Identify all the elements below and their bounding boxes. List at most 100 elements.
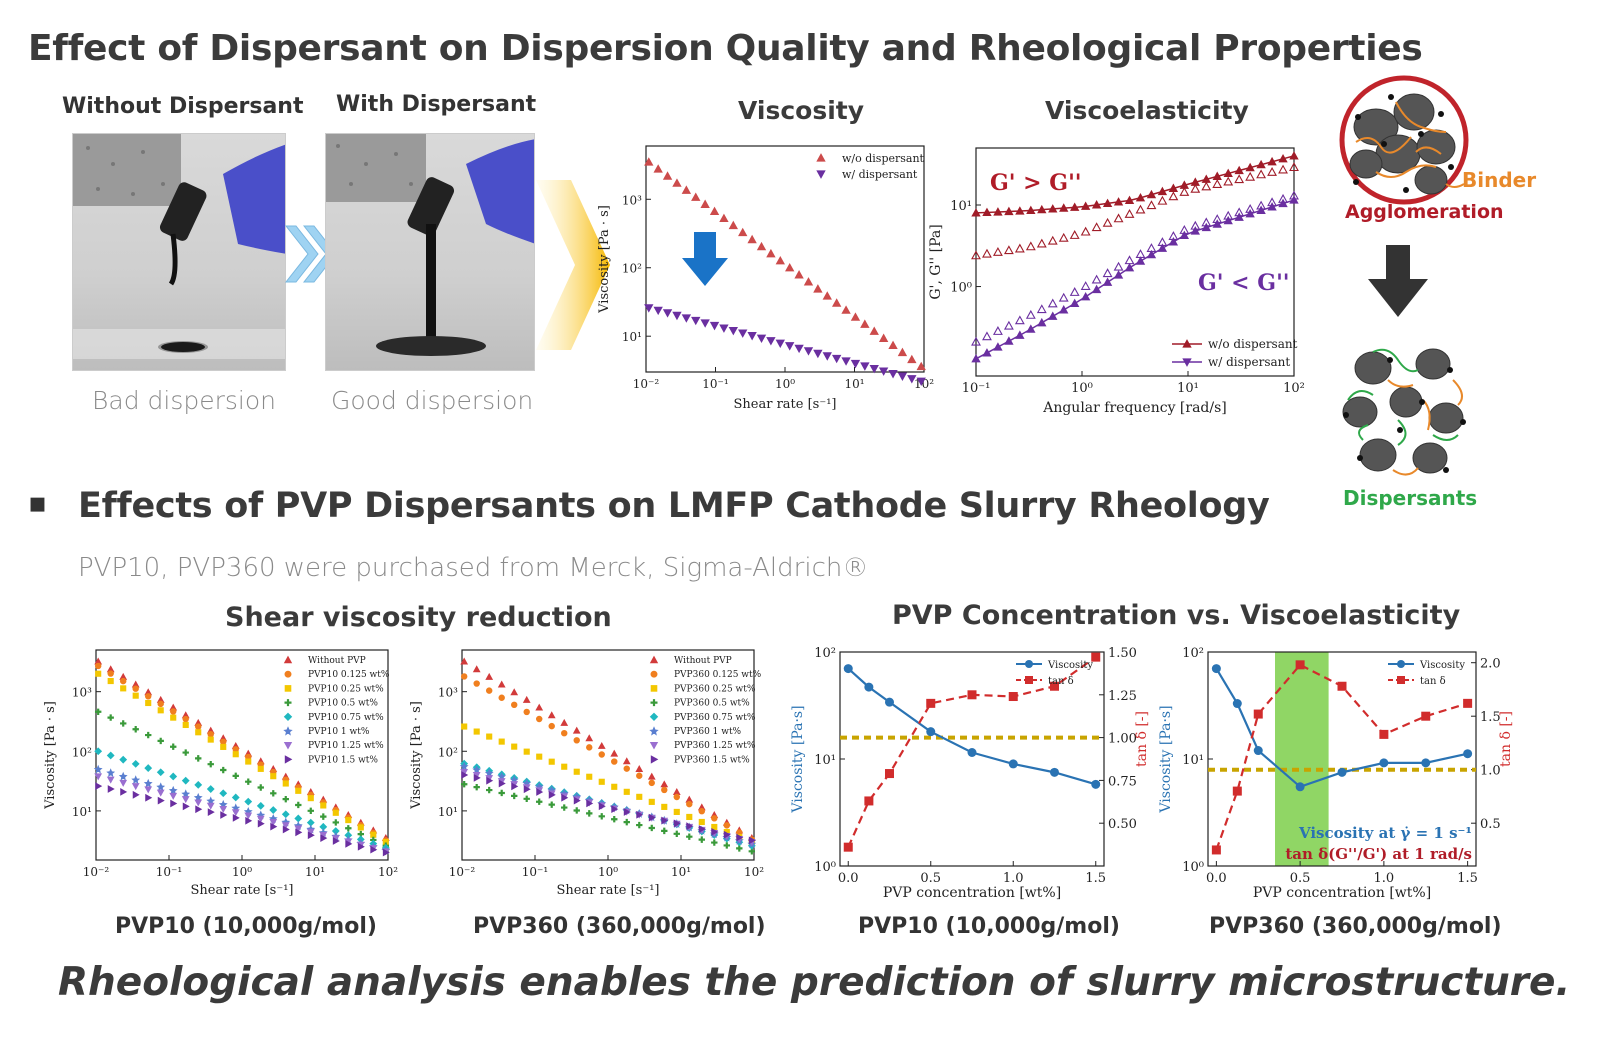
data-point (775, 255, 785, 265)
data-point (1080, 226, 1091, 236)
x-axis-label: PVP concentration [wt%] (883, 885, 1061, 901)
x-tick-label: 10² (1283, 381, 1305, 396)
pvp10-conc-caption: PVP10 (10,000g/mol) (858, 914, 1120, 939)
legend-label: PVP360 1.5 wt% (674, 755, 750, 765)
data-point (686, 833, 693, 840)
tandelta-point (1337, 681, 1347, 691)
data-point (888, 370, 898, 379)
data-point (294, 825, 303, 833)
tandelta-point (864, 796, 874, 806)
y-axis-label: Viscosity [Pa · s] (43, 701, 58, 810)
data-point (282, 825, 290, 834)
legend-marker (816, 170, 826, 179)
data-point (1267, 202, 1277, 211)
data-point (709, 321, 720, 331)
data-point (370, 845, 378, 854)
annotation-g-less: G' < G'' (1198, 270, 1290, 296)
y-tick-label: 10⁰ (1182, 860, 1204, 875)
data-point (1070, 298, 1080, 308)
data-point (661, 816, 669, 825)
data-point (1157, 195, 1168, 205)
data-point (170, 708, 177, 715)
data-point (1091, 200, 1102, 209)
data-point (307, 795, 314, 802)
data-point (860, 362, 870, 371)
data-point (916, 377, 926, 387)
y-tick-label: 10² (438, 745, 458, 759)
legend-label: PVP360 0.75 wt% (674, 713, 756, 723)
data-point (1256, 159, 1266, 169)
x-tick-label: 0.5 (1290, 871, 1311, 886)
tandelta-point (1295, 660, 1305, 670)
legend-label: w/ dispersant (842, 168, 918, 181)
legend-marker (1397, 676, 1405, 684)
data-point (1025, 309, 1036, 319)
data-point (1058, 232, 1069, 242)
data-point (460, 657, 469, 665)
y2-tick-label: 1.5 (1480, 710, 1501, 725)
data-point (107, 714, 114, 721)
data-point (459, 761, 469, 771)
data-point (775, 339, 785, 349)
data-point (220, 811, 228, 819)
x-tick-label: 10¹ (671, 865, 691, 879)
data-point (320, 802, 327, 809)
data-point (662, 171, 673, 180)
data-point (1113, 197, 1124, 206)
viscosity-point (1211, 664, 1221, 674)
data-point (747, 234, 757, 244)
arrow-right-icon (536, 180, 610, 350)
data-point (231, 809, 240, 817)
viscosity-point (1008, 759, 1018, 769)
y-tick-label: 10² (622, 262, 642, 276)
good-dispersion-caption: Good dispersion (331, 386, 534, 415)
data-point (869, 326, 879, 335)
pvp10-flow-chart: 10⁻² 10⁻¹ 10⁰ 10¹ 10² 10¹ 10² 10³ Shear rate [s⁻… (43, 649, 398, 898)
data-point (269, 818, 278, 826)
data-point (597, 741, 606, 749)
data-point (1256, 205, 1266, 214)
legend-marker (1182, 358, 1192, 367)
data-point (220, 743, 227, 750)
data-point (295, 828, 303, 837)
with-dispersant-label: With Dispersant (336, 92, 537, 117)
y2-tick-label: 1.25 (1108, 689, 1137, 704)
y-tick-label: 10² (72, 745, 92, 759)
page-title: Effect of Dispersant on Dispersion Quali… (28, 28, 1423, 69)
data-point (1190, 220, 1201, 230)
data-point (698, 836, 705, 843)
pvp10-flow-caption: PVP10 (10,000g/mol) (115, 914, 377, 939)
data-point (281, 822, 290, 830)
data-point (1179, 225, 1190, 234)
pvp360-flow-caption: PVP360 (360,000g/mol) (473, 914, 766, 939)
data-point (132, 726, 139, 733)
viscoelasticity-chart: 10⁻¹ 10⁰ 10¹ 10² 10⁰ 10¹ Angular frequency [ra… (928, 147, 1305, 416)
data-point (231, 793, 240, 802)
data-point (648, 779, 655, 787)
data-point (145, 699, 152, 707)
data-point (536, 753, 543, 760)
data-point (1003, 245, 1014, 255)
data-point (156, 789, 165, 797)
data-point (982, 348, 992, 357)
data-point (295, 787, 302, 794)
arrow-down-icon (1368, 245, 1428, 317)
tandelta-point (843, 842, 853, 852)
data-point (748, 836, 756, 845)
data-point (94, 708, 102, 715)
data-point (168, 785, 178, 795)
data-point (1278, 154, 1288, 163)
data-point (306, 828, 315, 836)
legend-label: tan δ (1048, 676, 1074, 687)
data-point (738, 329, 748, 338)
pvp360-flow-chart: 10⁻² 10⁻¹ 10⁰ 10¹ 10² 10¹ 10² 10³ Shear rate [s⁻… (409, 649, 764, 898)
data-point (120, 685, 127, 692)
viscosity-point (1295, 782, 1305, 792)
data-point (971, 353, 981, 363)
tandelta-point (1050, 681, 1059, 691)
data-point (1245, 208, 1255, 218)
data-point (536, 715, 543, 723)
plot-frame (975, 147, 1295, 377)
data-point (711, 839, 718, 846)
good-dispersion-illustration (326, 134, 534, 356)
